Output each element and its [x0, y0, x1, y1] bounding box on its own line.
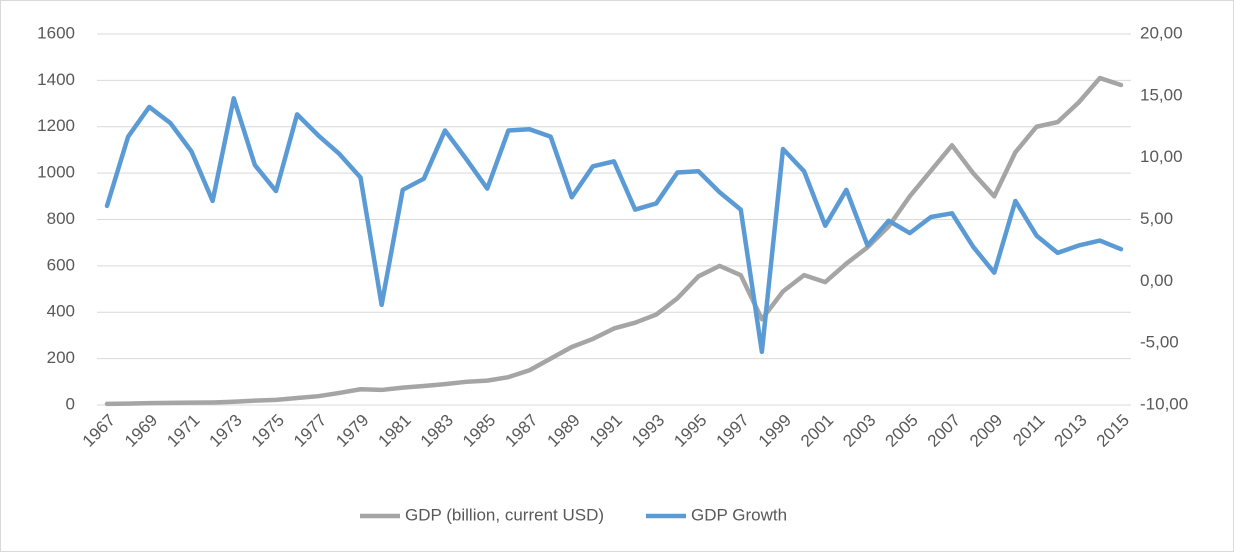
y2-tick-label: 20,00: [1140, 23, 1183, 42]
legend-label: GDP (billion, current USD): [405, 505, 604, 524]
y-tick-label: 600: [47, 255, 75, 274]
y2-tick-label: 5,00: [1140, 209, 1173, 228]
y2-tick-label: 15,00: [1140, 85, 1183, 104]
y2-tick-label: 0,00: [1140, 271, 1173, 290]
y-tick-label: 200: [47, 348, 75, 367]
series-line: [104, 75, 1124, 407]
y-tick-label: 0: [66, 394, 75, 413]
y-tick-label: 800: [47, 209, 75, 228]
y-tick-label: 400: [47, 302, 75, 321]
y-tick-label: 1200: [37, 116, 75, 135]
y2-tick-label: -10,00: [1140, 394, 1188, 413]
y2-tick-label: 10,00: [1140, 147, 1183, 166]
legend-label: GDP Growth: [691, 505, 787, 524]
y2-tick-label: -5,00: [1140, 333, 1179, 352]
legend: GDP (billion, current USD) GDP Growth: [360, 505, 787, 524]
y-tick-label: 1600: [37, 23, 75, 42]
y-tick-label: 1000: [37, 163, 75, 182]
series-line: [104, 96, 1124, 355]
y-tick-label: 1400: [37, 70, 75, 89]
